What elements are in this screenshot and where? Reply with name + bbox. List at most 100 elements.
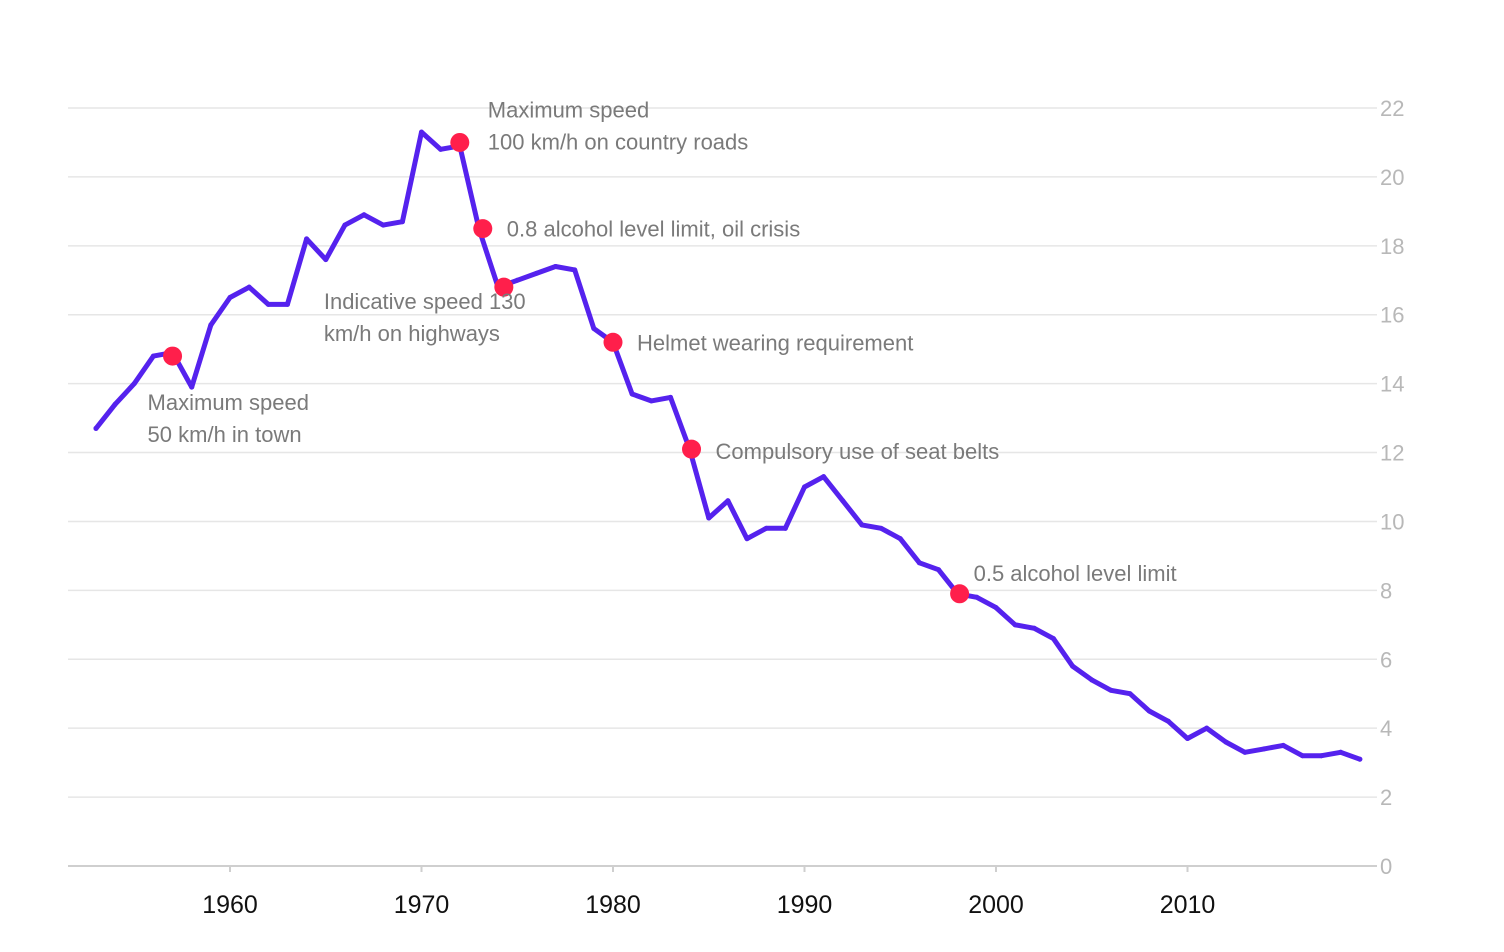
annotation-marker <box>494 277 514 297</box>
data-point <box>227 295 233 300</box>
data-point <box>974 594 980 600</box>
y-tick-label: 20 <box>1380 165 1404 190</box>
data-point <box>112 401 118 407</box>
x-tick-label: 2000 <box>968 891 1024 919</box>
data-point <box>878 525 884 531</box>
data-point <box>591 326 597 332</box>
data-point <box>533 270 539 276</box>
annotation-label: Indicative speed 130 km/h on highways <box>324 289 526 346</box>
gridlines <box>68 107 1377 867</box>
annotation-line: 50 km/h in town <box>148 422 302 447</box>
data-point <box>304 236 310 242</box>
annotation-line: Indicative speed 130 <box>324 289 526 314</box>
data-point <box>1280 742 1286 748</box>
annotation-line: Helmet wearing requirement <box>637 330 913 355</box>
data-point <box>648 398 654 404</box>
annotation-marker <box>450 132 470 152</box>
data-point <box>284 301 290 307</box>
data-point <box>725 498 731 504</box>
y-tick-label: 14 <box>1380 372 1404 397</box>
annotation-line: Compulsory use of seat belts <box>716 439 1000 464</box>
data-point <box>1089 677 1095 683</box>
data-point <box>361 212 367 218</box>
data-point <box>1146 708 1152 714</box>
data-point <box>821 474 827 480</box>
annotation-line: Maximum speed <box>488 97 649 122</box>
data-point <box>342 222 348 228</box>
data-point <box>802 484 807 490</box>
y-tick-label: 8 <box>1380 578 1392 603</box>
data-point <box>553 263 559 269</box>
data-point <box>131 381 137 387</box>
data-point <box>1012 622 1018 628</box>
data-point <box>916 560 922 566</box>
annotation-marker <box>603 332 623 352</box>
data-point <box>763 525 769 531</box>
annotation-label: 0.8 alcohol level limit, oil crisis <box>507 217 800 242</box>
data-point <box>667 394 673 400</box>
data-point <box>840 498 846 504</box>
x-tick-label: 1980 <box>585 891 641 919</box>
y-tick-label: 12 <box>1380 441 1404 466</box>
annotation-line: 100 km/h on country roads <box>488 129 748 154</box>
annotation-line: 0.8 alcohol level limit, oil crisis <box>507 217 800 242</box>
data-point <box>1108 687 1114 693</box>
annotation-label: Helmet wearing requirement <box>637 330 913 355</box>
annotation-label: Maximum speed 50 km/h in town <box>148 390 309 447</box>
y-axis-ticks: 0 2 4 6 8 10 12 14 16 18 20 22 <box>1380 96 1404 879</box>
data-point <box>419 129 424 135</box>
series-layer <box>93 129 1363 762</box>
y-tick-label: 4 <box>1380 716 1392 741</box>
data-point <box>323 257 329 263</box>
data-point <box>1261 746 1267 752</box>
data-point <box>706 515 712 521</box>
data-point <box>1338 749 1344 755</box>
data-point <box>1357 756 1363 762</box>
y-tick-label: 16 <box>1380 303 1404 328</box>
annotation-line: km/h on highways <box>324 321 500 346</box>
data-point <box>208 322 214 328</box>
data-point <box>150 353 156 359</box>
data-point <box>1242 749 1248 755</box>
data-point <box>1299 753 1305 759</box>
data-point <box>93 425 99 431</box>
data-point <box>1223 739 1229 745</box>
data-point <box>1204 725 1210 731</box>
x-tick-label: 1990 <box>777 891 833 919</box>
data-point <box>859 522 865 528</box>
x-tick-label: 1960 <box>202 891 258 919</box>
annotation-markers <box>163 132 970 604</box>
annotation-marker <box>682 439 702 459</box>
data-point <box>744 536 750 542</box>
data-point <box>380 222 386 228</box>
data-point <box>1050 636 1056 642</box>
data-point <box>399 219 405 225</box>
data-point <box>438 146 444 152</box>
annotation-label: 0.5 alcohol level limit <box>974 561 1177 586</box>
annotation-label: Maximum speed 100 km/h on country roads <box>488 97 748 154</box>
x-tick-label: 1970 <box>394 891 450 919</box>
y-tick-label: 10 <box>1380 509 1404 534</box>
data-point <box>1165 718 1171 724</box>
annotation-line: Maximum speed <box>148 390 309 415</box>
y-tick-label: 0 <box>1380 854 1392 879</box>
x-axis-ticks: 1960 1970 1980 1990 2000 2010 <box>202 866 1215 919</box>
data-point <box>897 536 903 542</box>
y-tick-label: 18 <box>1380 234 1404 259</box>
annotation-marker <box>473 219 493 239</box>
x-tick-label: 2010 <box>1160 891 1216 919</box>
data-point <box>993 605 999 611</box>
data-point <box>1127 691 1133 697</box>
data-point <box>572 267 578 273</box>
data-point <box>1031 625 1037 631</box>
data-point <box>936 567 942 573</box>
annotation-marker <box>163 346 183 366</box>
y-tick-label: 6 <box>1380 647 1392 672</box>
annotation-line: 0.5 alcohol level limit <box>974 561 1177 586</box>
data-point <box>782 525 788 531</box>
data-point <box>246 284 252 290</box>
data-point <box>514 277 520 283</box>
annotation-marker <box>950 584 970 604</box>
